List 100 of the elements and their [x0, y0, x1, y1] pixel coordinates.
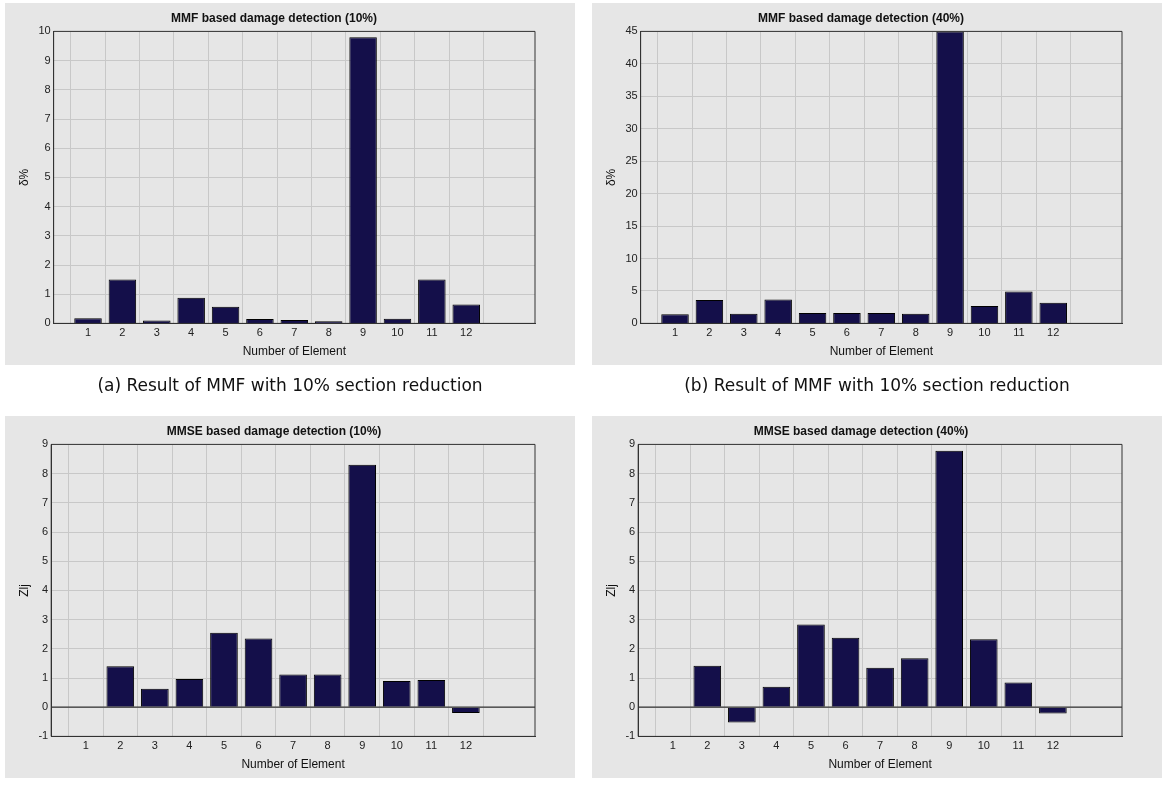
x-tick-label: 2: [117, 739, 124, 752]
y-tick-label: 6: [629, 525, 636, 538]
x-tick-label: 12: [459, 739, 473, 752]
y-tick-label: 7: [42, 495, 49, 508]
x-tick-label: 6: [256, 326, 263, 339]
x-tick-label: 11: [425, 739, 438, 752]
x-tick-label: 2: [119, 326, 126, 339]
x-tick-label: 5: [222, 326, 229, 339]
y-tick-label: 8: [42, 466, 49, 479]
y-tick-label: 5: [629, 554, 636, 567]
text: (a) Result of MMF with 10% section reduction: [96, 375, 484, 395]
y-tick-label: 8: [629, 466, 636, 479]
y-tick-label: 30: [625, 121, 638, 134]
chart-title: MMSE based damage detection (10%): [166, 423, 382, 438]
chart-title: MMF based damage detection (40%): [757, 10, 965, 25]
y-tick-label: -1: [625, 729, 636, 742]
y-tick-label: 15: [625, 219, 638, 232]
x-tick-label: 4: [188, 326, 195, 339]
y-tick-label: 9: [42, 437, 49, 450]
y-tick-label: 4: [629, 583, 636, 596]
y-tick-label: 20: [625, 186, 638, 199]
y-tick-label: 9: [629, 437, 636, 450]
x-tick-label: 5: [807, 739, 815, 752]
y-tick-label: 5: [44, 170, 51, 183]
y-tick-label: 4: [42, 583, 49, 596]
x-tick-label: 2: [706, 326, 713, 339]
x-tick-label: 11: [1013, 326, 1025, 339]
x-tick-label: 10: [977, 739, 990, 752]
chart-title: MMF based damage detection (10%): [170, 10, 378, 25]
y-tick-label: 7: [44, 112, 51, 125]
x-axis-title: Number of Element: [242, 344, 347, 359]
x-axis-title: Number of Element: [241, 757, 346, 772]
x-tick-label: 8: [324, 739, 331, 752]
x-tick-label: 12: [460, 326, 473, 339]
y-tick-label: -1: [38, 729, 49, 742]
x-tick-label: 2: [704, 739, 711, 752]
x-tick-label: 3: [151, 739, 158, 752]
x-tick-label: 7: [878, 326, 885, 339]
x-tick-label: 12: [1046, 739, 1060, 752]
y-axis-title: Zlj: [16, 584, 31, 597]
y-tick-label: 6: [44, 141, 51, 154]
y-tick-label: 45: [625, 24, 638, 37]
x-tick-label: 8: [325, 326, 332, 339]
y-tick-label: 40: [625, 56, 638, 69]
x-tick-label: 9: [359, 739, 366, 752]
y-tick-label: 8: [44, 82, 51, 95]
x-tick-label: 9: [360, 326, 367, 339]
y-tick-label: 10: [38, 24, 51, 37]
y-tick-label: 3: [42, 612, 49, 625]
x-tick-label: 11: [426, 326, 438, 339]
x-tick-label: 5: [220, 739, 228, 752]
y-tick-label: 35: [625, 89, 638, 102]
y-axis-title: δ%: [603, 168, 618, 187]
y-tick-label: 2: [629, 641, 636, 654]
x-tick-label: 3: [738, 739, 745, 752]
x-tick-label: 7: [291, 326, 298, 339]
x-tick-label: 3: [740, 326, 747, 339]
y-tick-label: 2: [42, 641, 49, 654]
chart-title: MMSE based damage detection (40%): [753, 423, 969, 438]
x-axis-title: Number of Element: [829, 344, 934, 359]
y-tick-label: 0: [44, 316, 51, 329]
x-tick-label: 7: [290, 739, 297, 752]
y-tick-label: 1: [42, 671, 49, 684]
x-tick-label: 1: [671, 326, 679, 339]
y-tick-label: 5: [631, 283, 638, 296]
x-tick-label: 4: [773, 739, 780, 752]
y-tick-label: 0: [42, 700, 49, 713]
y-tick-label: 10: [625, 251, 638, 264]
y-tick-label: 0: [629, 700, 636, 713]
y-tick-label: 4: [44, 199, 51, 212]
x-tick-label: 5: [809, 326, 816, 339]
y-tick-label: 2: [44, 258, 51, 271]
text: (b) Result of MMF with 10% section reduction: [683, 375, 1071, 395]
y-axis-title: Zlj: [603, 584, 618, 597]
x-tick-label: 10: [978, 326, 991, 339]
x-tick-label: 1: [82, 739, 89, 752]
x-tick-label: 6: [842, 739, 849, 752]
y-tick-label: 0: [631, 316, 638, 329]
x-axis-title: Number of Element: [828, 757, 933, 772]
y-tick-label: 1: [629, 671, 636, 684]
x-tick-label: 10: [391, 326, 404, 339]
y-tick-label: 7: [629, 495, 636, 508]
x-tick-label: 1: [669, 739, 676, 752]
y-tick-label: 9: [44, 53, 51, 66]
x-tick-label: 4: [186, 739, 193, 752]
y-tick-label: 3: [629, 612, 636, 625]
x-tick-label: 9: [946, 739, 953, 752]
x-tick-label: 12: [1047, 326, 1060, 339]
x-tick-label: 11: [1012, 739, 1025, 752]
y-tick-label: 6: [42, 525, 49, 538]
x-tick-label: 7: [877, 739, 884, 752]
y-tick-label: 25: [625, 154, 638, 167]
x-tick-label: 3: [153, 326, 160, 339]
x-tick-label: 1: [84, 326, 92, 339]
x-tick-label: 6: [843, 326, 850, 339]
y-tick-label: 1: [44, 287, 51, 300]
x-tick-label: 4: [775, 326, 782, 339]
y-axis-title: δ%: [16, 168, 31, 187]
x-tick-label: 9: [947, 326, 954, 339]
x-tick-label: 10: [390, 739, 403, 752]
